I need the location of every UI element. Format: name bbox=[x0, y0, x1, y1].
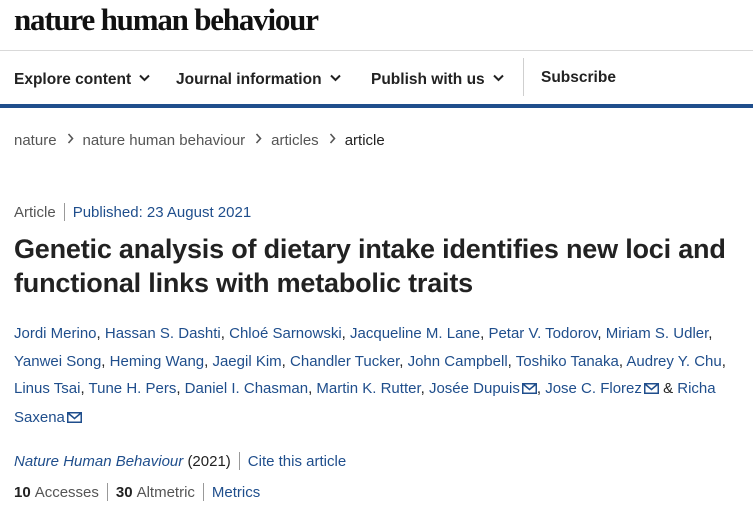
nav-explore-content[interactable]: Explore content bbox=[14, 69, 150, 89]
author-separator: , bbox=[708, 325, 713, 342]
chevron-right-icon bbox=[329, 131, 336, 148]
altmetric-label: Altmetric bbox=[136, 484, 195, 501]
cite-this-article-link[interactable]: Cite this article bbox=[247, 453, 347, 470]
breadcrumb-articles[interactable]: articles bbox=[271, 132, 319, 149]
author-link[interactable]: Richa Saxena bbox=[14, 380, 716, 426]
breadcrumb-nature[interactable]: nature bbox=[14, 132, 57, 149]
breadcrumb-journal[interactable]: nature human behaviour bbox=[82, 132, 246, 149]
altmetric-count: 30 bbox=[115, 484, 133, 501]
author-separator: , bbox=[176, 380, 185, 397]
accesses-label: Accesses bbox=[34, 484, 99, 501]
author-link[interactable]: Jaegil Kim bbox=[212, 352, 282, 370]
header-divider bbox=[0, 50, 753, 51]
article-title: Genetic analysis of dietary intake ident… bbox=[14, 234, 726, 298]
author-link[interactable]: Jordi Merino bbox=[14, 325, 97, 342]
author-link[interactable]: Toshiko Tanaka bbox=[515, 352, 619, 370]
author-and: & bbox=[658, 380, 678, 397]
nav-journal-information[interactable]: Journal information bbox=[176, 69, 341, 89]
author-link[interactable]: Miriam S. Udler bbox=[605, 325, 709, 342]
author-separator: , bbox=[399, 352, 408, 370]
author-separator: , bbox=[721, 352, 726, 370]
author-link[interactable]: Jose C. Florez bbox=[545, 380, 642, 397]
chevron-down-icon bbox=[492, 69, 504, 87]
chevron-down-icon bbox=[329, 69, 341, 87]
chevron-down-icon bbox=[139, 69, 150, 87]
author-link[interactable]: Linus Tsai bbox=[14, 380, 81, 397]
author-link[interactable]: Tune H. Pers bbox=[88, 380, 177, 397]
author-link[interactable]: Chloé Sarnowski bbox=[229, 325, 342, 342]
subscribe-link[interactable]: Subscribe bbox=[541, 69, 616, 86]
author-separator: , bbox=[281, 352, 291, 370]
author-link[interactable]: Heming Wang bbox=[109, 352, 205, 370]
nav-separator bbox=[523, 58, 524, 96]
author-separator: , bbox=[618, 352, 627, 370]
email-icon[interactable] bbox=[521, 376, 537, 404]
author-separator: , bbox=[420, 380, 429, 397]
author-separator: , bbox=[101, 352, 110, 370]
divider bbox=[238, 452, 240, 470]
email-icon[interactable] bbox=[643, 376, 659, 404]
accesses-count: 10 bbox=[14, 484, 31, 501]
author-separator: , bbox=[480, 325, 489, 342]
main-nav: Explore content Journal information Publ… bbox=[0, 51, 753, 105]
author-separator: , bbox=[80, 380, 89, 397]
nav-accent-bar bbox=[0, 104, 753, 108]
citation-line: Nature Human Behaviour (2021) Cite this a… bbox=[14, 452, 346, 470]
author-separator: , bbox=[536, 380, 546, 397]
author-link[interactable]: Jacqueline M. Lane bbox=[350, 325, 481, 342]
author-separator: , bbox=[96, 325, 105, 342]
author-link[interactable]: Audrey Y. Chu bbox=[626, 352, 722, 370]
article-metrics: 10 Accesses 30 Altmetric Metrics bbox=[14, 483, 260, 501]
chevron-right-icon bbox=[67, 131, 74, 148]
author-link[interactable]: Martin K. Rutter bbox=[316, 380, 421, 397]
author-link[interactable]: John Campbell bbox=[407, 352, 508, 370]
author-separator: , bbox=[308, 380, 317, 397]
divider bbox=[63, 203, 65, 221]
metrics-link[interactable]: Metrics bbox=[211, 484, 261, 501]
chevron-right-icon bbox=[255, 131, 262, 148]
author-separator: , bbox=[341, 325, 351, 342]
author-separator: , bbox=[507, 352, 516, 370]
journal-logo[interactable]: nature human behaviour bbox=[14, 2, 319, 37]
publication-date: Published: 23 August 2021 bbox=[72, 204, 252, 221]
author-link[interactable]: Daniel I. Chasman bbox=[184, 380, 309, 397]
author-list: Jordi Merino, Hassan S. Dashti, Chloé Sa… bbox=[14, 320, 746, 432]
journal-name[interactable]: Nature Human Behaviour bbox=[14, 453, 184, 470]
nav-item-label: Journal information bbox=[176, 71, 322, 88]
breadcrumb: nature nature human behaviour articles arti… bbox=[14, 131, 385, 149]
divider bbox=[106, 483, 108, 501]
author-link[interactable]: Yanwei Song bbox=[14, 352, 102, 370]
publication-year: (2021) bbox=[187, 453, 231, 470]
author-link[interactable]: Josée Dupuis bbox=[428, 380, 520, 397]
divider bbox=[202, 483, 204, 501]
author-link[interactable]: Petar V. Todorov bbox=[488, 325, 598, 342]
author-separator: , bbox=[597, 325, 606, 342]
author-separator: , bbox=[220, 325, 230, 342]
author-link[interactable]: Chandler Tucker bbox=[290, 352, 400, 370]
breadcrumb-current: article bbox=[344, 132, 385, 149]
nav-item-label: Explore content bbox=[14, 71, 132, 88]
article-type: Article bbox=[14, 204, 56, 221]
nav-publish-with-us[interactable]: Publish with us bbox=[371, 69, 504, 89]
article-meta: Article Published: 23 August 2021 bbox=[14, 203, 251, 221]
author-separator: , bbox=[204, 352, 213, 370]
author-link[interactable]: Hassan S. Dashti bbox=[104, 325, 221, 342]
nav-item-label: Publish with us bbox=[371, 71, 485, 88]
email-icon[interactable] bbox=[66, 405, 82, 433]
